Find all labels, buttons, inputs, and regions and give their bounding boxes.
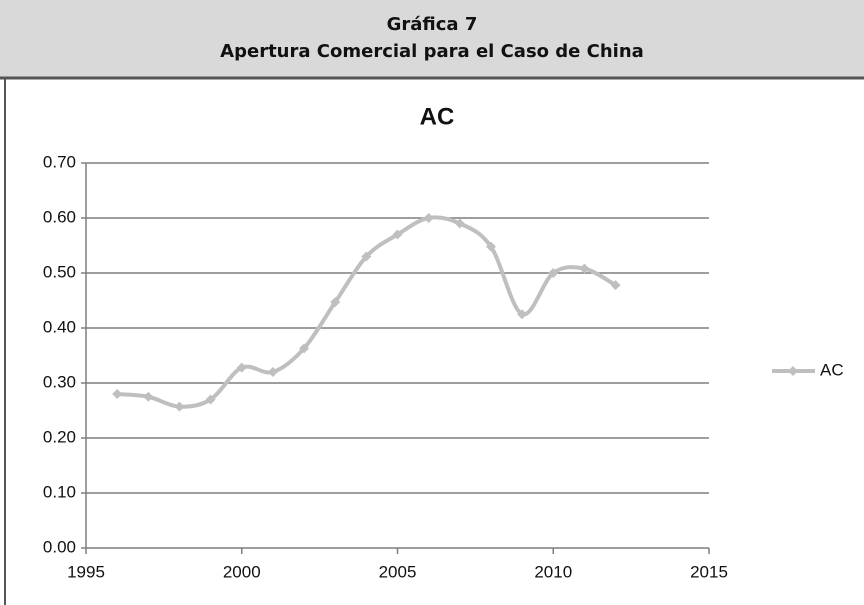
point-marker xyxy=(174,401,185,412)
point-marker xyxy=(330,297,341,308)
point-marker xyxy=(143,391,154,402)
x-tick-label: 2000 xyxy=(223,562,261,581)
series-line xyxy=(116,215,617,409)
y-tick-label: 0.60 xyxy=(43,207,76,226)
point-marker xyxy=(517,309,528,320)
x-tick-label: 2005 xyxy=(379,562,417,581)
y-tick-label: 0.70 xyxy=(43,152,76,171)
y-tick-label: 0.30 xyxy=(43,372,76,391)
y-tick-label: 0.50 xyxy=(43,262,76,281)
point-marker xyxy=(299,343,310,354)
point-marker xyxy=(205,394,216,405)
y-tick-label: 0.10 xyxy=(43,482,76,501)
legend-marker xyxy=(788,366,798,376)
point-marker xyxy=(610,280,621,291)
x-tick-label: 2010 xyxy=(534,562,572,581)
y-tick-label: 0.40 xyxy=(43,317,76,336)
point-marker xyxy=(236,362,247,373)
point-marker xyxy=(423,213,434,223)
point-marker xyxy=(579,263,590,274)
point-marker xyxy=(392,229,403,240)
x-tick-label: 1995 xyxy=(67,562,105,581)
point-marker xyxy=(267,367,278,377)
y-tick-label: 0.20 xyxy=(43,427,76,446)
y-tick-label: 0.00 xyxy=(43,537,76,556)
header-band xyxy=(0,0,864,78)
header-title: Gráfica 7 xyxy=(387,14,478,35)
point-marker xyxy=(361,251,372,262)
point-marker xyxy=(485,241,496,252)
point-marker xyxy=(454,218,465,229)
point-marker xyxy=(548,268,559,278)
chart-title: AC xyxy=(420,103,455,130)
x-tick-label: 2015 xyxy=(690,562,728,581)
legend-label: AC xyxy=(820,360,844,379)
header-subtitle: Apertura Comercial para el Caso de China xyxy=(220,41,644,62)
point-marker xyxy=(112,389,123,399)
